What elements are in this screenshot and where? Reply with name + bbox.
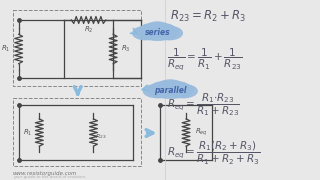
Text: $R_{eq}$: $R_{eq}$: [195, 127, 208, 138]
Text: $R_{eq}= \dfrac{R_1(R_2+R_3)}{R_1 + R_2+R_3}$: $R_{eq}= \dfrac{R_1(R_2+R_3)}{R_1 + R_2+…: [167, 140, 260, 166]
Ellipse shape: [156, 26, 182, 40]
Text: $\dfrac{1}{R_{eq}} = \dfrac{1}{R_1} + \dfrac{1}{R_{23}}$: $\dfrac{1}{R_{eq}} = \dfrac{1}{R_1} + \d…: [167, 47, 243, 72]
Ellipse shape: [133, 26, 159, 40]
Text: $R_1$: $R_1$: [23, 127, 32, 138]
Text: $R_1$: $R_1$: [1, 44, 11, 54]
Ellipse shape: [167, 82, 189, 93]
Bar: [13, 98, 141, 166]
Ellipse shape: [136, 24, 179, 40]
Ellipse shape: [140, 24, 160, 35]
Text: $R_{eq}= \dfrac{R_1{\cdot}R_{23}}{R_1 + R_{23}}$: $R_{eq}= \dfrac{R_1{\cdot}R_{23}}{R_1 + …: [167, 91, 240, 118]
Text: series: series: [145, 28, 170, 37]
Ellipse shape: [169, 84, 197, 98]
Text: $R_2$: $R_2$: [84, 25, 93, 35]
Ellipse shape: [157, 80, 183, 92]
Text: $R_{23}$: $R_{23}$: [95, 132, 107, 141]
Text: your guide to the world of resistors: your guide to the world of resistors: [13, 175, 85, 179]
Ellipse shape: [152, 82, 173, 93]
Text: $R_{23}= R_2+R_3$: $R_{23}= R_2+R_3$: [170, 9, 247, 24]
Text: parallel: parallel: [154, 86, 187, 94]
Text: $R_3$: $R_3$: [121, 44, 131, 54]
Ellipse shape: [146, 22, 169, 34]
Ellipse shape: [143, 84, 172, 98]
Text: www.resistorguide.com: www.resistorguide.com: [13, 171, 77, 176]
Ellipse shape: [147, 82, 193, 98]
Ellipse shape: [155, 24, 174, 35]
Bar: [13, 10, 141, 86]
